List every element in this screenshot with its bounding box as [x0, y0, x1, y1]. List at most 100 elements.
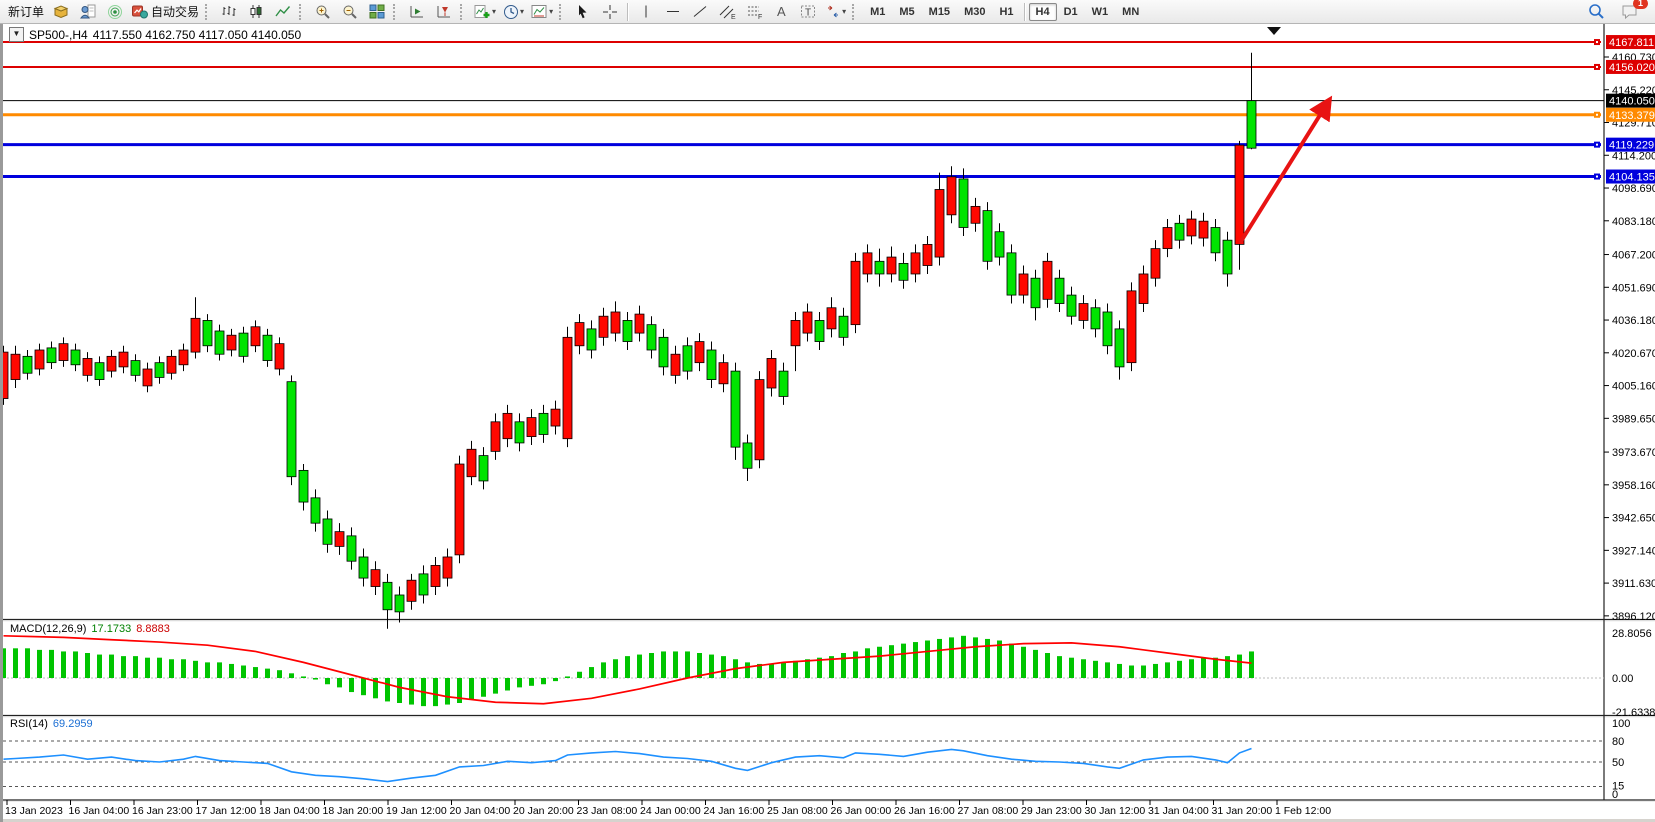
macd-main-value: 17.1733	[91, 623, 132, 635]
price-badges: 4167.811 4156.020 4140.050 4133.379 4119.229…	[1606, 35, 1655, 184]
macd-histogram-bar	[577, 671, 582, 678]
macd-histogram-bar	[217, 662, 222, 678]
macd-histogram-bar	[709, 654, 714, 678]
candle-body	[802, 311, 813, 334]
timeframe-button-D1[interactable]: D1	[1063, 5, 1078, 18]
periods-button[interactable]: ▾	[500, 1, 527, 23]
time-tick-label: 26 Jan 16:00	[894, 805, 955, 817]
candle-body	[262, 334, 273, 361]
macd-histogram-bar	[865, 648, 870, 678]
timeframe-button-H1[interactable]: H1	[999, 5, 1014, 18]
timeframe-button-MN[interactable]: MN	[1122, 5, 1140, 18]
search-icon[interactable]	[1583, 1, 1609, 23]
macd-histogram-bar	[913, 642, 918, 678]
timeframe-button-M1[interactable]: M1	[870, 5, 886, 18]
symbol-dropdown-icon[interactable]: ▼	[9, 27, 24, 42]
candle-body	[586, 328, 597, 351]
candle-body	[1090, 307, 1101, 330]
vline-icon[interactable]	[633, 1, 659, 23]
chart-shift-marker[interactable]	[1267, 27, 1281, 35]
timeframe-button-M5[interactable]: M5	[899, 5, 915, 18]
candle-body	[94, 362, 105, 380]
candle-body	[1078, 303, 1089, 321]
macd-histogram-bar	[925, 640, 930, 678]
macd-histogram-bar	[1165, 662, 1170, 678]
time-tick-label: 16 Jan 23:00	[132, 805, 193, 817]
notifications-button[interactable]: 1	[1617, 0, 1648, 23]
macd-histogram-bar	[433, 678, 438, 707]
price-axis: 4160.7304145.2204129.7104114.2004098.690…	[1604, 52, 1655, 623]
price-badge	[1606, 107, 1655, 122]
time-tick-label: 29 Jan 23:00	[1021, 805, 1082, 817]
candle-body	[3, 351, 9, 399]
candle-body	[418, 573, 429, 596]
arrows-button[interactable]: ▾	[822, 1, 849, 23]
candle-body	[370, 569, 381, 587]
auto-scroll-icon[interactable]	[404, 1, 430, 23]
candle-body	[982, 210, 993, 262]
price-tick-label: 4005.160	[1612, 381, 1655, 393]
hline-icon[interactable]	[660, 1, 686, 23]
time-tick-label: 16 Jan 04:00	[69, 805, 130, 817]
chart-header: ▼ SP500-,H4 4117.550 4162.750 4117.050 4…	[9, 27, 301, 42]
macd-histogram-bar	[373, 678, 378, 699]
trendline-icon[interactable]	[687, 1, 713, 23]
macd-histogram-bar	[1129, 665, 1134, 678]
candle-chart-icon[interactable]	[243, 1, 269, 23]
autotrade-button[interactable]: 自动交易	[129, 1, 202, 23]
zoom-out-icon[interactable]	[337, 1, 363, 23]
candle-body	[574, 322, 585, 347]
signal-icon[interactable]	[102, 1, 128, 23]
candle-body	[1234, 144, 1245, 245]
macd-histogram-bar	[193, 660, 198, 678]
indicators-button[interactable]: ▾	[471, 1, 499, 23]
macd-histogram-bar	[121, 656, 126, 678]
candle-body	[718, 362, 729, 385]
macd-histogram-bar	[901, 643, 906, 678]
line-handle-dot	[1596, 143, 1598, 146]
macd-histogram-bar	[673, 651, 678, 678]
macd-histogram-bar	[769, 663, 774, 678]
timeframe-button-W1[interactable]: W1	[1091, 5, 1109, 18]
rsi-scale-label: 50	[1612, 757, 1624, 769]
macd-histogram-bar	[1237, 654, 1242, 678]
candle-body	[934, 189, 945, 258]
cursor-icon[interactable]	[570, 1, 596, 23]
candle-body	[778, 370, 789, 397]
text-icon[interactable]: A	[768, 1, 794, 23]
candle-body	[334, 531, 345, 547]
candle-body	[886, 256, 897, 275]
text-label-icon[interactable]: T	[795, 1, 821, 23]
chart-plot-area[interactable]: 4160.7304145.2204129.7104114.2004098.690…	[3, 24, 1655, 822]
candle-body	[10, 353, 21, 380]
timeframe-button-H4[interactable]: H4	[1028, 2, 1057, 21]
bar-chart-icon[interactable]	[216, 1, 242, 23]
book-icon[interactable]	[48, 1, 74, 23]
timeframe-button-M30[interactable]: M30	[964, 5, 986, 18]
candle-body	[562, 336, 573, 440]
trend-arrow-annotation[interactable]	[1238, 95, 1333, 245]
macd-histogram-bar	[301, 676, 306, 678]
candle-body	[694, 341, 705, 364]
channel-icon[interactable]: E	[714, 1, 740, 23]
macd-histogram-bar	[145, 657, 150, 678]
time-tick-label: 24 Jan 16:00	[704, 805, 765, 817]
templates-button[interactable]: ▾	[528, 1, 556, 23]
toolbar-grip	[299, 3, 306, 20]
macd-histogram-bar	[169, 659, 174, 678]
chart-shift-icon[interactable]	[431, 1, 457, 23]
timeframe-button-M15[interactable]: M15	[928, 5, 951, 18]
macd-histogram-bar	[265, 668, 270, 678]
macd-histogram-bar	[1141, 665, 1146, 678]
macd-histogram-bar	[253, 667, 258, 678]
macd-histogram-bar	[445, 678, 450, 705]
tile-windows-icon[interactable]	[364, 1, 390, 23]
zoom-in-icon[interactable]	[310, 1, 336, 23]
new-order-button[interactable]: 新订单	[2, 1, 47, 23]
time-tick-label: 18 Jan 20:00	[323, 805, 384, 817]
crosshair-icon[interactable]	[597, 1, 623, 23]
line-chart-icon[interactable]	[270, 1, 296, 23]
fibonacci-icon[interactable]: F	[741, 1, 767, 23]
profiles-icon[interactable]	[75, 1, 101, 23]
macd-histogram-bar	[73, 651, 78, 678]
